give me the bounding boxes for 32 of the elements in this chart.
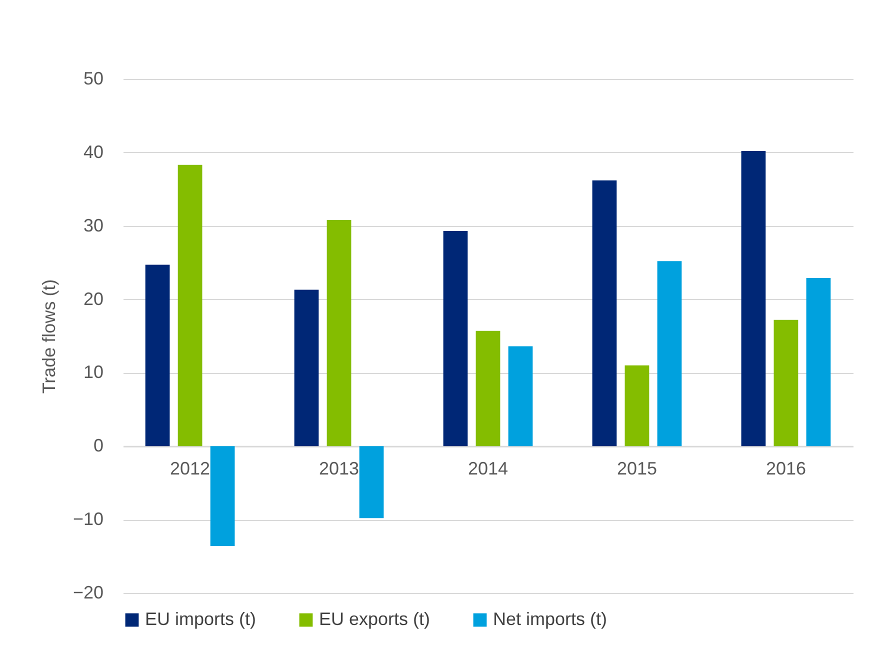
y-tick-label: −20 [72,582,104,602]
y-axis-title: Trade flows (t) [38,279,59,394]
x-tick-label: 2012 [170,458,210,479]
legend-label: Net imports (t) [493,609,608,629]
legend-label: EU exports (t) [319,609,430,629]
bar [359,446,384,518]
y-tick-label: 40 [83,142,104,162]
x-tick-label: 2014 [468,458,508,479]
bar [178,164,202,446]
y-tick-label: 20 [83,288,104,309]
legend-label: EU imports (t) [145,609,256,629]
x-tick-label: 2013 [318,458,360,479]
bar [326,220,352,446]
y-tick-label: 10 [83,362,104,382]
x-tick-label: 2016 [766,458,806,479]
bar [294,290,319,446]
y-tick-label: −10 [72,509,104,530]
bar [443,230,468,446]
y-tick-label: 50 [83,68,104,88]
bar [774,320,798,446]
bar [476,330,500,446]
bar [210,446,235,546]
bar [145,264,170,446]
y-tick-label: 0 [93,436,104,456]
bar [624,365,650,446]
y-tick-label: 30 [83,215,104,236]
bar [741,150,766,446]
bar [657,261,682,446]
bar [592,180,617,446]
bar [806,278,831,446]
x-tick-label: 2015 [616,458,658,479]
bar [508,346,533,446]
